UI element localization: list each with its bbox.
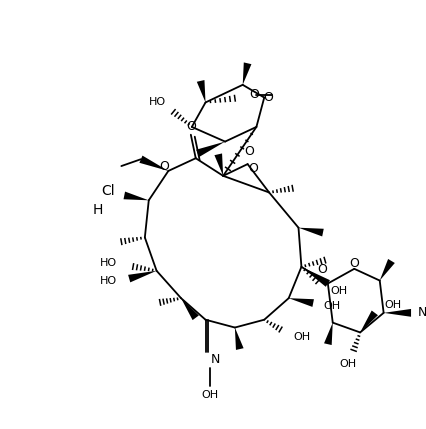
Text: O: O [186,121,196,133]
Text: O: O [245,145,254,158]
Polygon shape [360,311,378,332]
Text: OH: OH [331,286,348,296]
Text: O: O [159,160,170,172]
Polygon shape [380,259,395,281]
Text: N: N [210,353,220,366]
Polygon shape [235,327,244,350]
Polygon shape [139,156,168,171]
Polygon shape [196,142,225,157]
Text: OH: OH [340,359,357,369]
Text: O: O [317,263,327,276]
Polygon shape [128,271,157,282]
Text: O: O [349,257,359,270]
Text: O: O [263,91,273,104]
Polygon shape [124,192,149,200]
Text: OH: OH [294,332,311,342]
Text: O: O [248,161,259,175]
Text: OH: OH [323,301,340,311]
Text: HO: HO [100,258,118,268]
Polygon shape [181,298,199,320]
Text: Cl: Cl [101,184,115,197]
Text: O: O [250,88,259,101]
Polygon shape [243,63,251,85]
Text: N: N [418,306,426,319]
Polygon shape [324,323,333,345]
Text: HO: HO [149,97,166,107]
Polygon shape [214,154,223,176]
Text: OH: OH [202,390,219,400]
Polygon shape [384,309,411,317]
Polygon shape [302,267,330,287]
Polygon shape [289,298,314,307]
Text: H: H [93,203,103,217]
Text: OH: OH [385,300,402,310]
Polygon shape [197,80,205,103]
Polygon shape [299,228,324,236]
Text: HO: HO [100,275,118,286]
